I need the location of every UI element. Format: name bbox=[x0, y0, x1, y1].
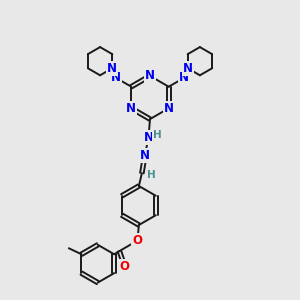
Text: O: O bbox=[132, 234, 142, 247]
Text: N: N bbox=[164, 102, 174, 115]
Text: N: N bbox=[179, 71, 189, 84]
Text: N: N bbox=[143, 131, 154, 144]
Text: H: H bbox=[153, 130, 162, 140]
Text: N: N bbox=[183, 62, 193, 75]
Text: N: N bbox=[145, 69, 155, 82]
Text: O: O bbox=[120, 260, 130, 273]
Text: N: N bbox=[126, 102, 136, 115]
Text: N: N bbox=[140, 148, 150, 162]
Text: N: N bbox=[111, 71, 121, 84]
Text: N: N bbox=[107, 62, 117, 75]
Text: H: H bbox=[146, 169, 155, 180]
